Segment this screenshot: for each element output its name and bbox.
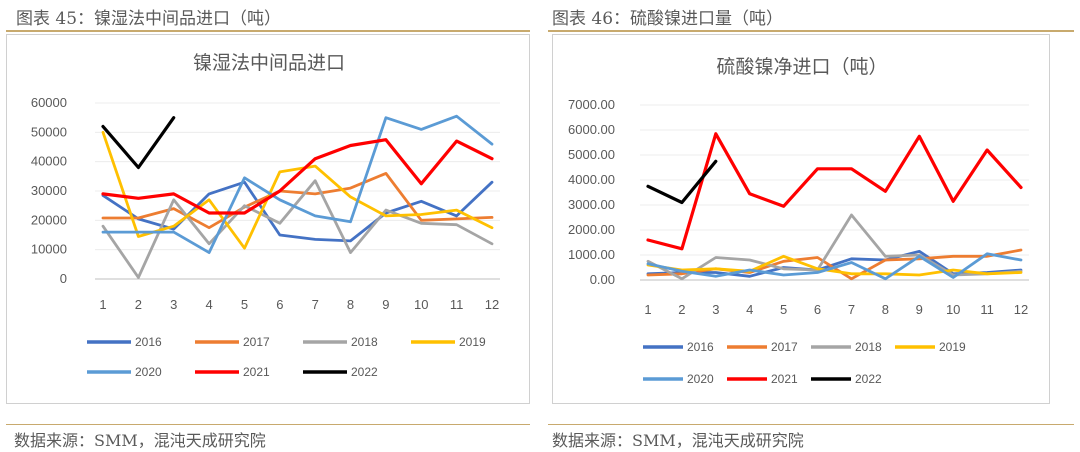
left-x-tick-label: 3 (170, 297, 177, 312)
left-y-tick-label: 60000 (31, 95, 67, 110)
left-x-tick-label: 1 (99, 297, 106, 312)
right-source: 数据来源：SMM，混沌天成研究院 (552, 431, 804, 450)
left-legend-label: 2017 (243, 335, 270, 349)
right-legend-label: 2016 (687, 340, 714, 354)
left-legend-label: 2022 (351, 365, 378, 379)
left-y-tick-label: 30000 (31, 183, 67, 198)
left-series-2022 (101, 116, 176, 170)
left-x-tick-label: 6 (276, 297, 283, 312)
right-legend-label: 2022 (855, 372, 882, 386)
right-y-axis: 0.00 1000.00 2000.00 3000.00 4000.00 5000.00 6… (568, 97, 615, 287)
right-x-axis: 1 2 3 4 5 6 7 8 9 10 11 12 (644, 302, 1028, 317)
right-y-tick-label: 0.00 (590, 272, 615, 287)
right-legend-item-2018: 2018 (811, 340, 882, 354)
right-legend: 2016 2017 2018 2019 2020 2021 2022 (643, 340, 966, 386)
right-chart-svg: 硫酸镍净进口（吨） 0.00 1000.00 2000.00 3000.00 4000.… (568, 56, 1029, 386)
right-y-tick-label: 2000.00 (568, 222, 615, 237)
left-x-tick-label: 12 (485, 297, 499, 312)
right-legend-label: 2020 (687, 372, 714, 386)
right-x-tick-label: 12 (1014, 302, 1028, 317)
left-y-tick-label: 10000 (31, 242, 67, 257)
left-legend-item-2020: 2020 (87, 365, 162, 379)
left-x-tick-label: 4 (205, 297, 212, 312)
left-legend-item-2022: 2022 (303, 365, 378, 379)
left-figure-caption: 图表 45：镍湿法中间品进口（吨） (16, 9, 282, 29)
right-legend-label: 2019 (939, 340, 966, 354)
left-x-tick-label: 10 (414, 297, 428, 312)
right-x-tick-label: 3 (712, 302, 719, 317)
left-x-tick-label: 7 (312, 297, 319, 312)
right-legend-label: 2021 (771, 372, 798, 386)
left-legend-label: 2021 (243, 365, 270, 379)
left-y-tick-label: 20000 (31, 212, 67, 227)
left-series-lines (101, 114, 494, 279)
left-chart: 镍湿法中间品进口 0 10000 20000 30000 40000 50000 60000… (6, 34, 530, 404)
right-y-tick-label: 4000.00 (568, 172, 615, 187)
right-caption-rule (548, 30, 1074, 32)
left-series-2020 (101, 114, 494, 255)
right-series-2019 (646, 254, 1023, 277)
right-legend-item-2017: 2017 (727, 340, 798, 354)
left-legend-item-2021: 2021 (195, 365, 270, 379)
left-legend: 2016 2017 2018 2019 2020 2021 2022 (87, 335, 486, 379)
right-legend-label: 2017 (771, 340, 798, 354)
right-y-tick-label: 7000.00 (568, 97, 615, 112)
left-legend-item-2017: 2017 (195, 335, 270, 349)
right-legend-item-2022: 2022 (811, 372, 882, 386)
left-y-tick-label: 0 (60, 271, 67, 286)
right-figure-caption: 图表 46：硫酸镍进口量（吨） (552, 9, 784, 29)
left-legend-item-2018: 2018 (303, 335, 378, 349)
left-x-tick-label: 9 (382, 297, 389, 312)
left-legend-label: 2018 (351, 335, 378, 349)
left-y-tick-label: 40000 (31, 154, 67, 169)
right-x-tick-label: 1 (644, 302, 651, 317)
right-x-tick-label: 6 (814, 302, 821, 317)
left-series-2021 (101, 138, 494, 215)
right-series-2020 (646, 252, 1023, 281)
right-x-tick-label: 4 (746, 302, 753, 317)
right-y-tick-label: 1000.00 (568, 247, 615, 262)
right-x-tick-label: 10 (946, 302, 960, 317)
right-legend-item-2019: 2019 (895, 340, 966, 354)
left-y-axis: 0 10000 20000 30000 40000 50000 60000 (31, 95, 67, 286)
left-legend-item-2019: 2019 (411, 335, 486, 349)
left-legend-label: 2016 (135, 335, 162, 349)
left-source-rule (6, 424, 530, 425)
right-series-lines (646, 132, 1023, 281)
right-x-tick-label: 5 (780, 302, 787, 317)
right-y-tick-label: 3000.00 (568, 197, 615, 212)
left-gridlines (95, 102, 500, 280)
left-source: 数据来源：SMM，混沌天成研究院 (14, 431, 266, 450)
left-legend-label: 2019 (459, 335, 486, 349)
left-chart-svg: 镍湿法中间品进口 0 10000 20000 30000 40000 50000 60000… (31, 52, 500, 379)
left-x-tick-label: 5 (241, 297, 248, 312)
right-chart: 硫酸镍净进口（吨） 0.00 1000.00 2000.00 3000.00 4000.… (552, 34, 1050, 404)
right-x-tick-label: 2 (678, 302, 685, 317)
right-legend-label: 2018 (855, 340, 882, 354)
right-x-tick-label: 11 (980, 302, 994, 317)
right-legend-item-2021: 2021 (727, 372, 798, 386)
right-series-2022 (646, 159, 718, 205)
left-series-2018 (101, 179, 494, 279)
left-legend-item-2016: 2016 (87, 335, 162, 349)
right-y-tick-label: 5000.00 (568, 147, 615, 162)
left-x-axis: 1 2 3 4 5 6 7 8 9 10 11 12 (99, 297, 499, 312)
right-source-rule (548, 424, 1074, 425)
left-x-tick-label: 8 (347, 297, 354, 312)
right-legend-item-2016: 2016 (643, 340, 714, 354)
left-caption-rule (6, 30, 530, 32)
left-chart-title: 镍湿法中间品进口 (193, 52, 345, 74)
left-series-2019 (101, 130, 494, 250)
right-x-tick-label: 8 (882, 302, 889, 317)
right-chart-title: 硫酸镍净进口（吨） (716, 56, 887, 78)
right-x-tick-label: 9 (916, 302, 923, 317)
left-x-tick-label: 11 (450, 297, 464, 312)
left-y-tick-label: 50000 (31, 124, 67, 139)
left-x-tick-label: 2 (135, 297, 142, 312)
right-legend-item-2020: 2020 (643, 372, 714, 386)
right-y-tick-label: 6000.00 (568, 122, 615, 137)
right-series-2021 (646, 132, 1023, 251)
left-legend-label: 2020 (135, 365, 162, 379)
right-x-tick-label: 7 (848, 302, 855, 317)
